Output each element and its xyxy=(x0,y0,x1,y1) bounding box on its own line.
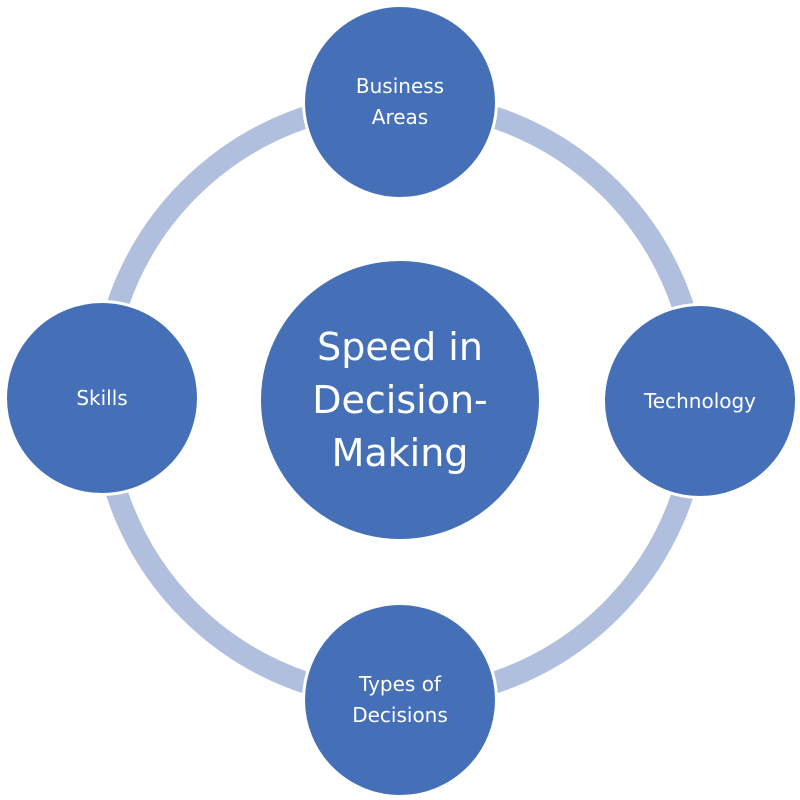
node-business-areas-label: Business Areas xyxy=(355,74,445,129)
node-business-areas: Business Areas xyxy=(302,4,498,200)
center-node-speed-in-decision-making: Speed in Decision- Making xyxy=(258,258,542,542)
node-technology-label: Technology xyxy=(643,388,757,413)
node-skills-label: Skills xyxy=(76,385,128,410)
node-technology: Technology xyxy=(602,303,798,499)
node-skills: Skills xyxy=(4,300,200,496)
center-node-label: Speed in Decision- Making xyxy=(312,324,488,475)
node-types-of-decisions: Types of Decisions xyxy=(302,602,498,798)
node-types-of-decisions-label: Types of Decisions xyxy=(352,672,448,727)
